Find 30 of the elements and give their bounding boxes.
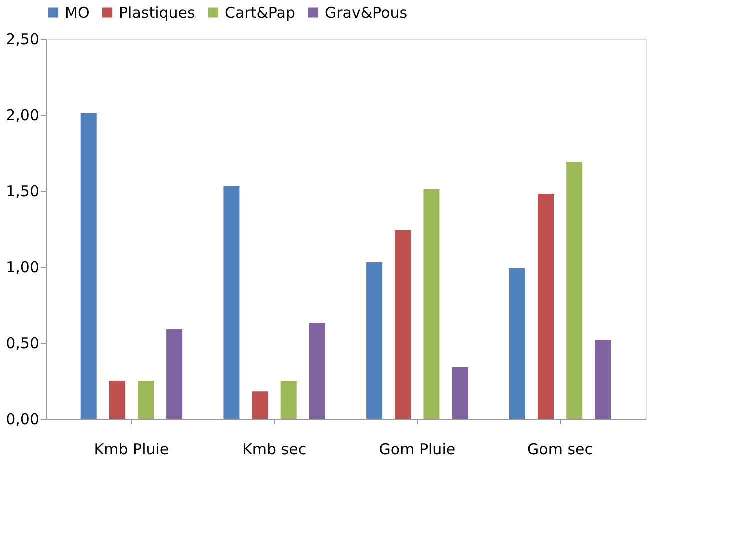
x-tick-label: Kmb Pluie (94, 440, 170, 458)
bar (138, 381, 154, 419)
x-tick-label: Kmb sec (242, 440, 307, 458)
legend-label: Plastiques (119, 4, 196, 22)
bar (395, 230, 412, 419)
x-tick-label: Gom Pluie (379, 440, 456, 458)
bar (80, 113, 97, 419)
y-tick-label: 2,50 (6, 30, 40, 48)
y-tick-label: 2,00 (6, 106, 40, 124)
bar (109, 381, 126, 419)
bar (424, 189, 440, 419)
bar (252, 392, 268, 419)
bar (566, 162, 583, 419)
legend-label: Cart&Pap (225, 4, 296, 22)
legend-label: Grav&Pous (325, 4, 408, 22)
bar (595, 340, 612, 419)
y-tick-label: 1,00 (6, 258, 40, 276)
bar (366, 262, 383, 419)
bar (509, 268, 526, 419)
x-tick-label: Gom sec (528, 440, 594, 458)
bar (280, 381, 297, 419)
bar (452, 367, 468, 419)
bar (166, 329, 183, 419)
y-tick-label: 0,00 (6, 410, 40, 428)
legend-label: MO (65, 4, 90, 22)
bar (224, 186, 240, 419)
bar (538, 194, 554, 419)
y-tick-label: 1,50 (6, 182, 40, 200)
bar (309, 323, 326, 419)
y-tick-label: 0,50 (6, 334, 40, 352)
